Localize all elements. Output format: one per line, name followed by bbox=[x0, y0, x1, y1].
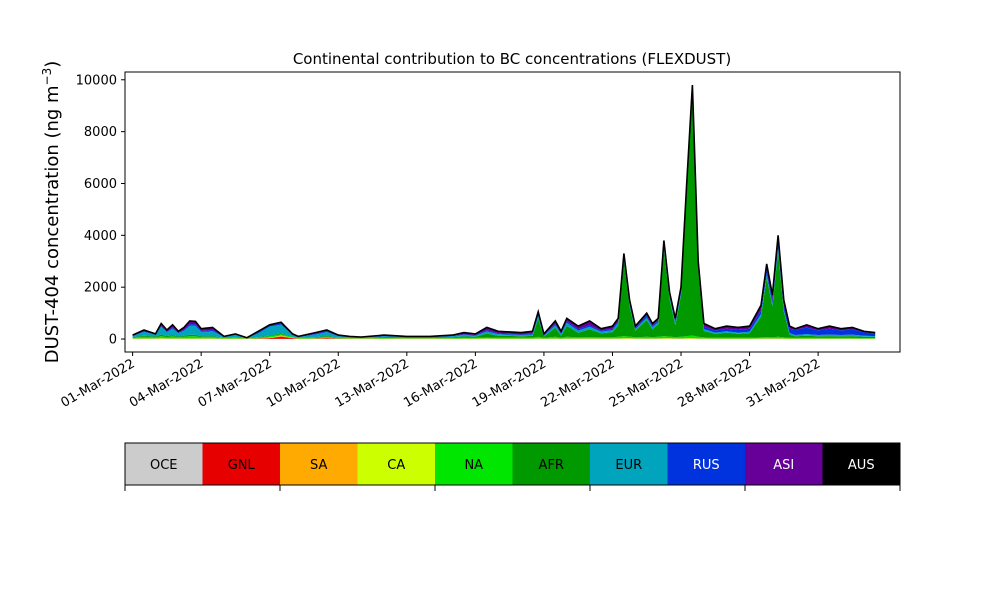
x-tick-label: 13-Mar-2022 bbox=[333, 356, 412, 410]
legend-label-na: NA bbox=[464, 458, 483, 473]
legend-label-afr: AFR bbox=[539, 458, 564, 473]
y-tick-label: 0 bbox=[109, 333, 117, 348]
y-axis-label: DUST-404 concentration (ng m−3) bbox=[40, 61, 63, 364]
legend-label-oce: OCE bbox=[150, 458, 178, 473]
y-tick-label: 10000 bbox=[76, 73, 117, 88]
x-tick-label: 31-Mar-2022 bbox=[744, 356, 823, 410]
y-tick-label: 8000 bbox=[84, 125, 117, 140]
area-na bbox=[132, 334, 876, 339]
legend-label-asi: ASI bbox=[773, 458, 794, 473]
legend-swatch-asi bbox=[745, 443, 823, 485]
legend-swatch-aus bbox=[822, 443, 900, 485]
x-axis: 01-Mar-202204-Mar-202207-Mar-202210-Mar-… bbox=[58, 352, 823, 411]
x-tick-label: 16-Mar-2022 bbox=[401, 356, 480, 410]
plot-frame bbox=[124, 71, 901, 353]
y-tick-label: 4000 bbox=[84, 229, 117, 244]
y-axis-label-close: ) bbox=[42, 61, 63, 68]
legend-label-aus: AUS bbox=[848, 458, 875, 473]
x-tick-label: 01-Mar-2022 bbox=[58, 356, 137, 410]
total-outline-group bbox=[132, 84, 876, 339]
legend-frame bbox=[124, 442, 901, 486]
legend-swatch-gnl bbox=[202, 443, 280, 485]
area-afr bbox=[132, 94, 876, 339]
y-tick-label: 6000 bbox=[84, 177, 117, 192]
area-gnl bbox=[132, 336, 876, 339]
legend-label-rus: RUS bbox=[693, 458, 720, 473]
y-axis-label-unit-sup: −3 bbox=[40, 68, 54, 86]
y-axis-label-text: DUST-404 concentration (ng m bbox=[42, 85, 63, 363]
y-axis: 0 2000 4000 6000 8000 10000 bbox=[76, 73, 125, 348]
legend-swatch-sa bbox=[280, 443, 358, 485]
legend-label-eur: EUR bbox=[615, 458, 642, 473]
x-tick-label: 04-Mar-2022 bbox=[127, 356, 206, 410]
legend-swatch-ca bbox=[357, 443, 435, 485]
legend-swatch-eur bbox=[590, 443, 668, 485]
legend-swatch-rus bbox=[667, 443, 745, 485]
chart-title: Continental contribution to BC concentra… bbox=[293, 50, 731, 68]
x-tick-label: 28-Mar-2022 bbox=[675, 356, 754, 410]
x-tick-label: 19-Mar-2022 bbox=[470, 356, 549, 410]
x-tick-label: 25-Mar-2022 bbox=[607, 356, 686, 410]
x-tick-label: 07-Mar-2022 bbox=[196, 356, 275, 410]
area-series-group bbox=[132, 84, 876, 339]
legend-label-sa: SA bbox=[310, 458, 327, 473]
legend-swatch-na bbox=[435, 443, 513, 485]
legend-label-gnl: GNL bbox=[228, 458, 256, 473]
y-tick-label: 2000 bbox=[84, 281, 117, 296]
x-tick-label: 22-Mar-2022 bbox=[538, 356, 617, 410]
legend-label-ca: CA bbox=[387, 458, 405, 473]
legend-colorbar: OCE GNL SA CA NA AFR EUR RUS ASI AUS bbox=[124, 442, 901, 491]
total-line bbox=[132, 84, 876, 339]
legend-swatch-oce bbox=[125, 443, 203, 485]
legend-swatch-afr bbox=[512, 443, 590, 485]
x-tick-label: 10-Mar-2022 bbox=[264, 356, 343, 410]
